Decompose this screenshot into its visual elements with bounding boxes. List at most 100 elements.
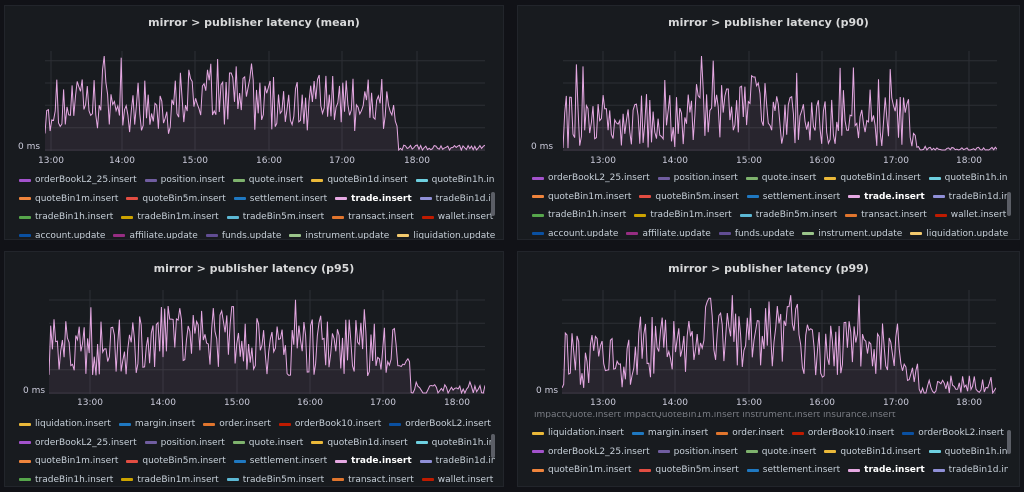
legend-item[interactable]: tradeBin5m.insert	[226, 471, 324, 487]
legend-item[interactable]: settlement.insert	[746, 461, 840, 480]
legend-partial-row: impactQuote.insert impactQuoteBin1m.inse…	[534, 412, 896, 418]
legend-item[interactable]: position.insert	[144, 171, 225, 190]
legend-item[interactable]: tradeBin1d.insert	[932, 188, 1008, 207]
legend-item[interactable]: wallet.insert	[421, 471, 493, 487]
legend-scrollbar[interactable]	[491, 192, 495, 216]
legend-item[interactable]: quoteBin1d.insert	[311, 434, 408, 453]
legend-item[interactable]: orderBook10.insert	[791, 424, 894, 443]
x-tick-label: 14:00	[662, 398, 688, 408]
legend-item[interactable]: quoteBin1h.insert	[415, 434, 495, 453]
latency-chart[interactable]	[45, 51, 485, 151]
legend-item[interactable]: transact.insert	[332, 208, 414, 227]
legend-item[interactable]: quoteBin1m.insert	[19, 190, 118, 209]
legend-item[interactable]: quoteBin5m.insert	[639, 188, 739, 207]
legend-item[interactable]: quoteBin1d.insert	[824, 443, 921, 462]
legend-item[interactable]: tradeBin1d.insert	[419, 190, 495, 209]
legend-item[interactable]: quote.insert	[232, 434, 303, 453]
panel-title[interactable]: mirror > publisher latency (p90)	[668, 16, 869, 29]
legend-item[interactable]: order.insert	[203, 415, 271, 434]
trade-insert-series[interactable]	[45, 55, 485, 151]
legend-item[interactable]: quoteBin1m.insert	[19, 452, 118, 471]
legend-item[interactable]: account.update	[532, 225, 618, 237]
legend-item[interactable]: tradeBin1m.insert	[121, 471, 219, 487]
legend-item[interactable]: quoteBin1h.insert	[928, 169, 1008, 188]
legend-item[interactable]: trade.insert	[848, 188, 925, 207]
legend-item[interactable]: tradeBin1h.insert	[19, 471, 113, 487]
legend-item[interactable]: wallet.insert	[421, 208, 493, 227]
panel-title[interactable]: mirror > publisher latency (mean)	[148, 16, 360, 29]
legend-item[interactable]: tradeBin1d.insert	[932, 461, 1008, 480]
legend-item[interactable]: settlement.insert	[233, 190, 327, 209]
legend-item[interactable]: affiliate.update	[626, 225, 711, 237]
legend-color-swatch	[626, 232, 639, 236]
legend-item[interactable]: orderBookL2_25.insert	[532, 169, 650, 188]
legend-item[interactable]: settlement.insert	[746, 188, 840, 207]
legend-scrollbar[interactable]	[1007, 430, 1011, 454]
legend-item[interactable]: quoteBin5m.insert	[126, 452, 226, 471]
legend-item[interactable]: trade.insert	[848, 461, 925, 480]
legend-item-label: position.insert	[160, 175, 225, 186]
trade-insert-series[interactable]	[562, 295, 996, 394]
panel-title[interactable]: mirror > publisher latency (p95)	[153, 262, 355, 275]
legend-item[interactable]: position.insert	[144, 434, 225, 453]
legend-item[interactable]: quoteBin1d.insert	[824, 169, 921, 188]
legend-item[interactable]: transact.insert	[332, 471, 414, 487]
legend-item[interactable]: tradeBin1h.insert	[532, 206, 626, 225]
legend-item[interactable]: tradeBin5m.insert	[226, 208, 324, 227]
legend-item[interactable]: position.insert	[657, 443, 738, 462]
legend-item[interactable]: settlement.insert	[233, 452, 327, 471]
panel-title[interactable]: mirror > publisher latency (p99)	[668, 262, 869, 275]
legend-scrollbar[interactable]	[491, 434, 495, 458]
legend-item[interactable]: liquidation.update	[910, 225, 1008, 237]
latency-chart[interactable]	[49, 290, 485, 394]
legend-item[interactable]: orderBookL2.insert	[902, 424, 1004, 443]
legend-item[interactable]: wallet.insert	[934, 206, 1006, 225]
trade-insert-series[interactable]	[49, 299, 485, 394]
legend-item[interactable]: account.update	[19, 227, 105, 239]
legend-item[interactable]: orderBook10.insert	[278, 415, 381, 434]
legend-item[interactable]: tradeBin1m.insert	[634, 206, 732, 225]
legend-scrollbar[interactable]	[1007, 192, 1011, 216]
legend-item[interactable]: orderBookL2.insert	[389, 415, 491, 434]
legend-item[interactable]: tradeBin1h.insert	[19, 208, 113, 227]
legend-item[interactable]: quoteBin5m.insert	[126, 190, 226, 209]
legend-item[interactable]: funds.update	[718, 225, 794, 237]
legend-item[interactable]: margin.insert	[631, 424, 708, 443]
legend-item[interactable]: orderBookL2_25.insert	[532, 443, 650, 462]
legend-item-label: quoteBin1m.insert	[35, 193, 119, 204]
legend-item[interactable]: tradeBin1d.insert	[419, 452, 495, 471]
legend-item[interactable]: quoteBin1h.insert	[415, 171, 495, 190]
legend-item[interactable]: instrument.update	[289, 227, 389, 239]
legend-item[interactable]: trade.insert	[335, 190, 412, 209]
legend-item[interactable]: orderBookL2_25.insert	[19, 171, 137, 190]
legend-item[interactable]: funds.update	[205, 227, 281, 239]
legend-item[interactable]: instrument.update	[802, 225, 902, 237]
legend-item[interactable]: liquidation.update	[397, 227, 495, 239]
legend-item[interactable]: trade.insert	[335, 452, 412, 471]
legend-item-label: orderBookL2_25.insert	[548, 173, 650, 184]
legend-item[interactable]: quoteBin1m.insert	[532, 188, 631, 207]
latency-chart[interactable]	[562, 290, 996, 394]
legend-item[interactable]: margin.insert	[118, 415, 195, 434]
legend-item[interactable]: quote.insert	[745, 169, 816, 188]
legend-color-swatch	[19, 234, 31, 238]
legend-item[interactable]: tradeBin1m.insert	[121, 208, 219, 227]
legend-item[interactable]: tradeBin5m.insert	[739, 206, 837, 225]
latency-chart[interactable]	[563, 51, 997, 151]
legend-item[interactable]: liquidation.insert	[19, 415, 111, 434]
legend-item[interactable]: quoteBin1h.insert	[928, 443, 1008, 462]
legend-item[interactable]: position.insert	[657, 169, 738, 188]
legend-item[interactable]: transact.insert	[845, 206, 927, 225]
legend-item[interactable]: order.insert	[716, 424, 784, 443]
legend-item[interactable]: quoteBin1m.insert	[532, 461, 631, 480]
trade-insert-series[interactable]	[563, 55, 997, 151]
legend-item[interactable]: quoteBin5m.insert	[639, 461, 739, 480]
legend-item[interactable]: orderBookL2_25.insert	[19, 434, 137, 453]
legend-item[interactable]: quoteBin1d.insert	[311, 171, 408, 190]
legend-item-label: liquidation.update	[413, 230, 495, 239]
legend-color-swatch	[144, 178, 157, 182]
legend-item[interactable]: liquidation.insert	[532, 424, 624, 443]
legend-item[interactable]: affiliate.update	[113, 227, 198, 239]
legend-item[interactable]: quote.insert	[745, 443, 816, 462]
legend-item[interactable]: quote.insert	[232, 171, 303, 190]
